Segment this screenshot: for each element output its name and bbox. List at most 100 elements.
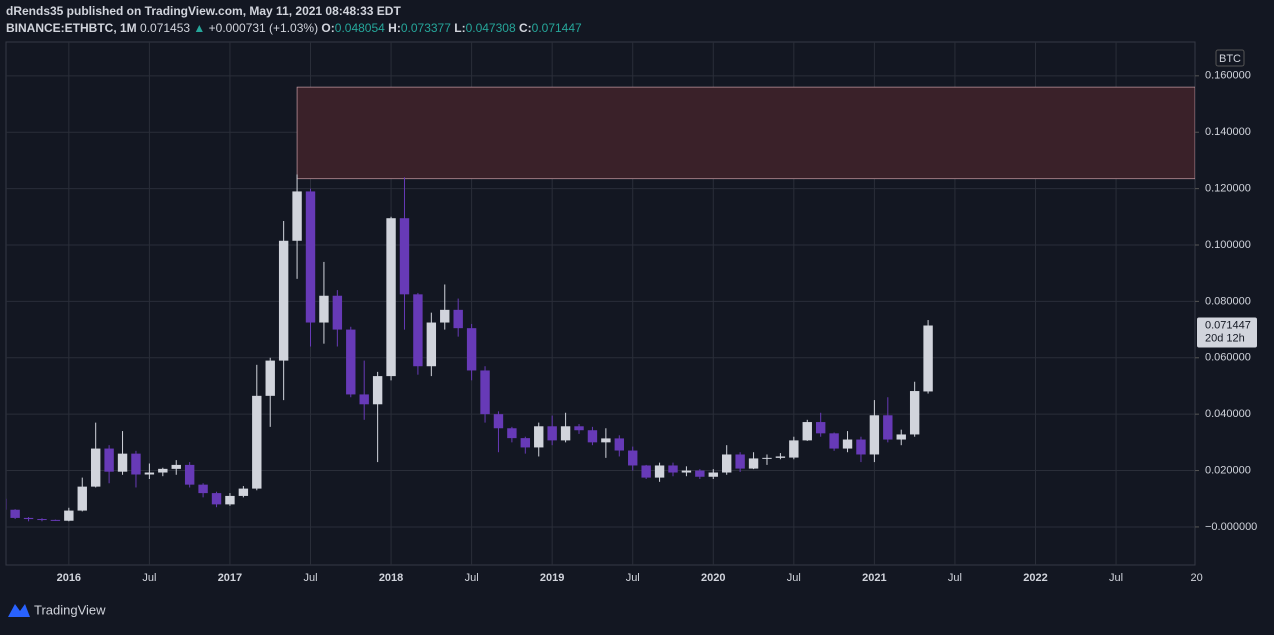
candle-body <box>560 426 571 441</box>
last-price: 0.071447 <box>1205 319 1251 331</box>
candle-body <box>332 295 343 330</box>
x-tick-label: Jul <box>303 572 317 584</box>
candle-body <box>211 493 222 505</box>
plot <box>6 86 1195 522</box>
candle-body <box>789 440 799 458</box>
candle-body <box>252 395 262 489</box>
candle-body <box>399 218 410 295</box>
candle-body <box>722 454 732 473</box>
candle-body <box>225 495 235 505</box>
x-tick-label: Jul <box>1109 572 1123 584</box>
x-tick-label: Jul <box>142 572 156 584</box>
legend-line: BINANCE:ETHBTC, 1M 0.071453 ▲ +0.000731 … <box>6 21 582 35</box>
candle-body <box>923 325 933 392</box>
l: 0.047308 <box>466 21 516 35</box>
candle-body <box>292 191 302 241</box>
x-tick-label: Jul <box>787 572 801 584</box>
c: 0.071447 <box>532 21 582 35</box>
brand: TradingView <box>34 602 106 617</box>
zone <box>296 86 1195 180</box>
candle-body <box>641 465 651 478</box>
candle-body <box>346 329 356 395</box>
last: 0.071453 <box>140 21 190 35</box>
candle-body <box>896 434 906 440</box>
candle-body <box>50 519 61 521</box>
currency-box <box>1215 49 1245 67</box>
candle-body <box>77 486 87 511</box>
candle-body <box>668 465 678 473</box>
candle-body <box>802 422 812 441</box>
candle-body <box>842 439 853 449</box>
y-tick-label: 0.060000 <box>1205 352 1251 364</box>
published: dRends35 published on TradingView.com, M… <box>6 4 401 18</box>
candle-body <box>10 509 20 518</box>
candle-body <box>883 415 893 440</box>
candle-body <box>171 464 181 469</box>
candle-body <box>413 294 423 367</box>
candle-body <box>386 218 396 377</box>
y-tick-label: 0.100000 <box>1205 239 1251 251</box>
candle-body <box>762 457 772 459</box>
candle-body <box>90 448 101 487</box>
candle-body <box>278 240 289 361</box>
candle-body <box>654 465 665 478</box>
candle-body <box>359 394 369 405</box>
x-tick-label: 2022 <box>1023 572 1047 584</box>
x-tick-label: 2019 <box>540 572 564 584</box>
arrow: ▲ <box>193 21 205 35</box>
candle-body <box>184 464 195 485</box>
candle-body <box>856 439 866 455</box>
candle-body <box>305 191 316 323</box>
candle-body <box>815 422 826 434</box>
x-tick-label: 2018 <box>379 572 403 584</box>
x-tick-label: 20 <box>1190 572 1202 584</box>
candle-body <box>628 450 638 466</box>
logo <box>8 604 30 617</box>
x-tick-label: Jul <box>465 572 479 584</box>
candle-body <box>117 453 128 472</box>
candle-body <box>681 470 692 473</box>
candle-body <box>198 484 208 494</box>
y-tick-label: 0.160000 <box>1205 70 1251 82</box>
candle-body <box>64 510 74 521</box>
y-tick-label: 0.140000 <box>1205 126 1251 138</box>
candle-body <box>695 470 705 477</box>
candle-body <box>614 438 624 451</box>
x-tick-label: 2017 <box>218 572 242 584</box>
candle-body <box>158 468 168 473</box>
candle-body <box>574 426 584 431</box>
candle-body <box>480 370 490 415</box>
candle-body <box>319 295 329 323</box>
y-tick-label: 0.020000 <box>1205 464 1251 476</box>
last-price-box <box>1197 317 1257 348</box>
countdown: 20d 12h <box>1205 332 1245 344</box>
candle-body <box>466 328 477 371</box>
candle-body <box>426 322 437 367</box>
candle-body <box>735 454 745 469</box>
h-label: H: <box>388 21 401 35</box>
candle-body <box>23 517 34 520</box>
candle-body <box>493 414 504 429</box>
currency: BTC <box>1219 53 1241 65</box>
candle-body <box>440 309 450 323</box>
candle-body <box>748 458 759 469</box>
y-tick-label: 0.120000 <box>1205 183 1251 195</box>
candle-body <box>534 426 544 448</box>
candle-body <box>547 426 557 441</box>
x-tick-label: 2016 <box>57 572 81 584</box>
candle-body <box>6 498 7 510</box>
candle-body <box>587 430 598 443</box>
c-label: C: <box>519 21 532 35</box>
candle-body <box>453 309 463 329</box>
symbol: BINANCE:ETHBTC, 1M <box>6 21 137 35</box>
logo-icon <box>8 604 30 617</box>
candle-body <box>265 360 275 396</box>
candle-body <box>507 428 517 439</box>
change: +0.000731 (+1.03%) <box>209 21 318 35</box>
candle-body <box>601 438 611 443</box>
candle-body <box>708 472 718 477</box>
y-tick-label: 0.080000 <box>1205 295 1251 307</box>
candle-body <box>520 438 531 448</box>
